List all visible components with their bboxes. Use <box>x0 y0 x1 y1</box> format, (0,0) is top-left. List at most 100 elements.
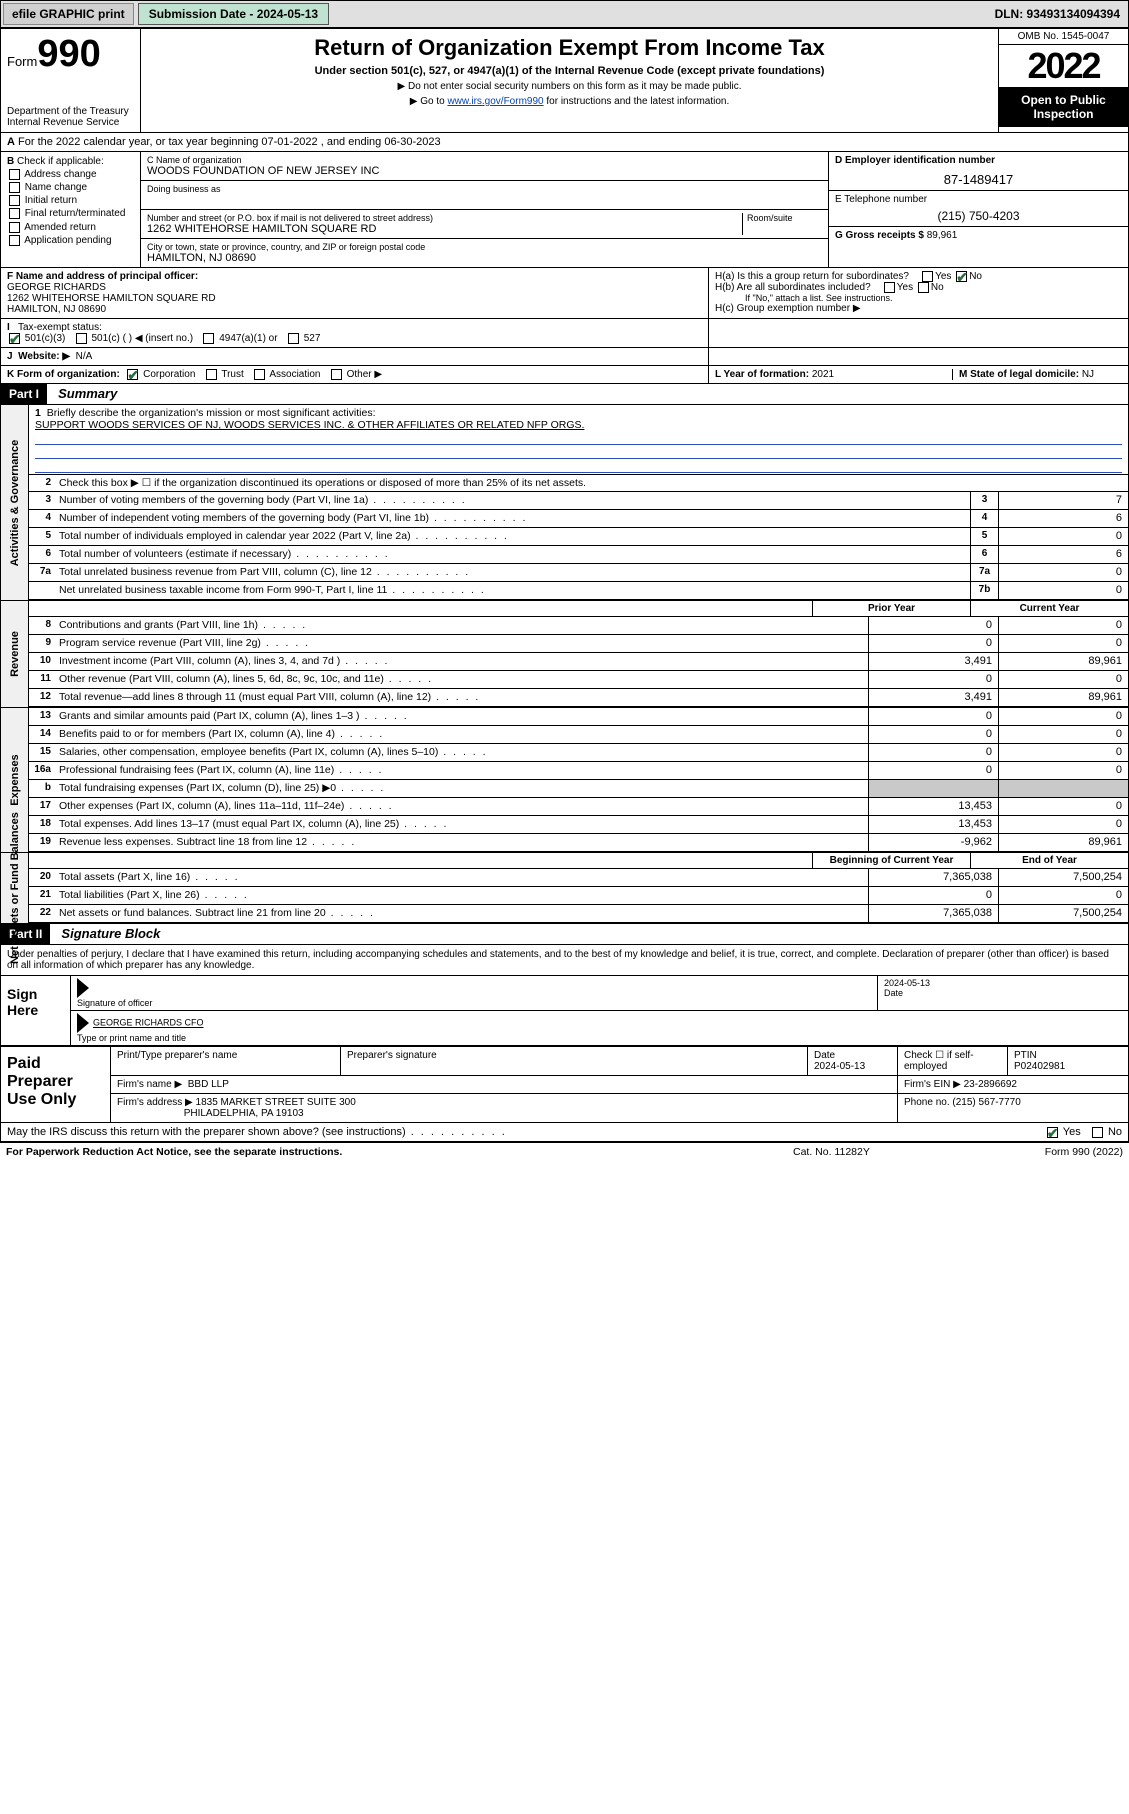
perjury-decl: Under penalties of perjury, I declare th… <box>1 945 1128 975</box>
topbar: efile GRAPHIC print Submission Date - 20… <box>0 0 1129 28</box>
cb-name-change[interactable]: Name change <box>7 182 134 193</box>
form-990: Form990 Department of the Treasury Inter… <box>0 28 1129 1143</box>
ptin-lbl: PTIN <box>1014 1050 1037 1061</box>
officer-printed: GEORGE RICHARDS CFO <box>93 1018 204 1028</box>
irs-link[interactable]: www.irs.gov/Form990 <box>447 96 543 107</box>
form-number: 990 <box>37 33 100 75</box>
form-version: Form 990 (2022) <box>973 1146 1123 1158</box>
sign-here-lbl: Sign Here <box>1 976 71 1045</box>
self-emp-lbl: Check ☐ if self-employed <box>898 1047 1008 1075</box>
name-title-lbl: Type or print name and title <box>77 1033 186 1043</box>
part-i-title: Summary <box>50 383 125 404</box>
k-lbl: K Form of organization: <box>7 369 120 380</box>
side-na: Net Assets or Fund Balances <box>9 812 21 964</box>
prep-sig-lbl: Preparer's signature <box>341 1047 808 1075</box>
page-footer: For Paperwork Reduction Act Notice, see … <box>0 1143 1129 1161</box>
ptin-val: P02402981 <box>1014 1061 1065 1072</box>
opt-corp: Corporation <box>143 369 195 380</box>
col-b-checkboxes: B Check if applicable: Address change Na… <box>1 152 141 267</box>
firm-ein: 23-2896692 <box>964 1079 1017 1090</box>
q2: Check this box ▶ ☐ if the organization d… <box>55 475 1128 491</box>
phone-value: (215) 750-4203 <box>835 209 1122 223</box>
hb-yes[interactable] <box>884 282 895 293</box>
dln: DLN: 93493134094394 <box>987 4 1128 24</box>
cb-final-return[interactable]: Final return/terminated <box>7 208 134 219</box>
cb-assoc[interactable] <box>254 369 265 380</box>
col-curr: Current Year <box>970 601 1128 616</box>
ssn-note: ▶ Do not enter social security numbers o… <box>149 81 990 92</box>
opt-trust: Trust <box>221 369 243 380</box>
cb-527[interactable] <box>288 333 299 344</box>
side-gov: Activities & Governance <box>9 440 21 567</box>
e-phone-lbl: E Telephone number <box>835 194 927 205</box>
opt-501c: 501(c) ( ) ◀ (insert no.) <box>91 333 193 344</box>
opt-501c3: 501(c)(3) <box>25 333 66 344</box>
yes-lbl: Yes <box>1063 1126 1081 1138</box>
prep-name-lbl: Print/Type preparer's name <box>111 1047 341 1075</box>
gross-receipts: 89,961 <box>927 230 958 241</box>
firm-addr-lbl: Firm's address ▶ <box>117 1097 193 1108</box>
discuss-row: May the IRS discuss this return with the… <box>1 1123 1128 1142</box>
opt-4947: 4947(a)(1) or <box>219 333 277 344</box>
cb-amended[interactable]: Amended return <box>7 222 134 233</box>
cat-no: Cat. No. 11282Y <box>793 1146 973 1158</box>
goto-note: ▶ Go to www.irs.gov/Form990 for instruct… <box>149 96 990 107</box>
efile-print-btn[interactable]: efile GRAPHIC print <box>3 3 134 25</box>
firm-ein-lbl: Firm's EIN ▶ <box>904 1079 961 1090</box>
state-domicile: NJ <box>1082 369 1094 380</box>
sig-arrow-icon <box>77 978 89 998</box>
cb-4947[interactable] <box>203 333 214 344</box>
side-exp: Expenses <box>9 755 21 806</box>
ha-no[interactable] <box>956 271 967 282</box>
cb-initial-return[interactable]: Initial return <box>7 195 134 206</box>
officer-name: GEORGE RICHARDS <box>7 282 106 293</box>
city-lbl: City or town, state or province, country… <box>147 242 822 252</box>
goto-post: for instructions and the latest informat… <box>544 96 730 107</box>
submission-date: Submission Date - 2024-05-13 <box>138 3 329 25</box>
col-prior: Prior Year <box>812 601 970 616</box>
cb-trust[interactable] <box>206 369 217 380</box>
ha-yes[interactable] <box>922 271 933 282</box>
org-name: WOODS FOUNDATION OF NEW JERSEY INC <box>147 165 822 177</box>
room-lbl: Room/suite <box>747 213 822 223</box>
part-i-hdr: Part I <box>1 384 47 404</box>
q1-lbl: Briefly describe the organization's miss… <box>47 407 376 419</box>
no-lbl: No <box>1108 1126 1122 1138</box>
cb-address-change[interactable]: Address change <box>7 169 134 180</box>
year-formation: 2021 <box>812 369 834 380</box>
discuss-yes[interactable] <box>1047 1127 1058 1138</box>
paid-preparer: Paid Preparer Use Only Print/Type prepar… <box>1 1046 1128 1123</box>
tax-year-range: For the 2022 calendar year, or tax year … <box>18 136 441 148</box>
c-name-lbl: C Name of organization <box>147 155 822 165</box>
hb-no[interactable] <box>918 282 929 293</box>
goto-pre: ▶ Go to <box>410 96 448 107</box>
col-end: End of Year <box>970 853 1128 868</box>
summary-revenue: Revenue Prior YearCurrent Year 8Contribu… <box>1 600 1128 707</box>
sig-arrow-icon-2 <box>77 1013 89 1033</box>
part-ii-title: Signature Block <box>53 923 168 944</box>
cb-other[interactable] <box>331 369 342 380</box>
h-b-note: If "No," attach a list. See instructions… <box>715 293 1122 303</box>
open-to-public: Open to Public Inspection <box>999 87 1128 127</box>
paid-lbl: Paid Preparer Use Only <box>1 1047 111 1122</box>
firm-addr2: PHILADELPHIA, PA 19103 <box>184 1108 304 1119</box>
h-a: H(a) Is this a group return for subordin… <box>715 271 1122 282</box>
d-ein-lbl: D Employer identification number <box>835 155 995 166</box>
opt-527: 527 <box>304 333 321 344</box>
officer-addr1: 1262 WHITEHORSE HAMILTON SQUARE RD <box>7 293 216 304</box>
website-val: N/A <box>76 351 93 362</box>
paperwork-notice: For Paperwork Reduction Act Notice, see … <box>6 1146 793 1158</box>
row-a-taxyear: A For the 2022 calendar year, or tax yea… <box>1 133 1128 152</box>
h-b: H(b) Are all subordinates included? Yes … <box>715 282 1122 293</box>
discuss-no[interactable] <box>1092 1127 1103 1138</box>
dept-treasury: Department of the Treasury <box>7 106 134 117</box>
l-lbl: L Year of formation: <box>715 369 809 380</box>
mission-text: SUPPORT WOODS SERVICES OF NJ, WOODS SERV… <box>35 419 584 431</box>
h-c: H(c) Group exemption number ▶ <box>715 303 1122 314</box>
cb-501c3[interactable] <box>9 333 20 344</box>
cb-501c[interactable] <box>76 333 87 344</box>
officer-addr2: HAMILTON, NJ 08690 <box>7 304 106 315</box>
cb-corp[interactable] <box>127 369 138 380</box>
org-city: HAMILTON, NJ 08690 <box>147 252 822 264</box>
cb-app-pending[interactable]: Application pending <box>7 235 134 246</box>
